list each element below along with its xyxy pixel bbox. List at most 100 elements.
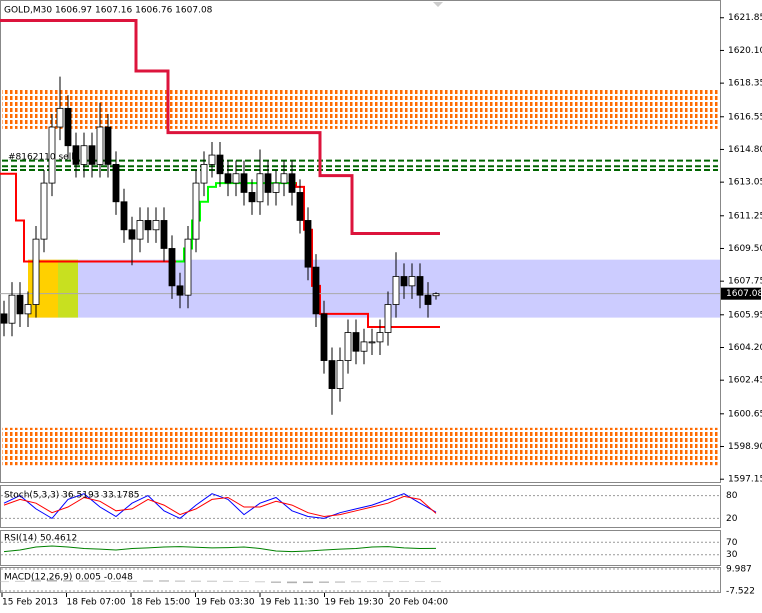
- box-highlight: [58, 259, 78, 318]
- candle-body: [296, 192, 304, 221]
- macd-bar: [15, 580, 25, 582]
- macd-bar: [95, 580, 105, 582]
- candle-body: [232, 173, 240, 184]
- x-tick-label: 19 Feb 19:30: [325, 598, 384, 608]
- candle-body: [96, 126, 104, 165]
- x-tick-label: 19 Feb 11:30: [260, 598, 319, 608]
- y-tick-label: -7.522: [726, 587, 755, 597]
- macd-title: MACD(12,26,9) 0.005 -0.048: [4, 573, 133, 583]
- y-tick-label: 1602.45: [728, 376, 762, 386]
- y-tick-label: 1604.20: [728, 343, 762, 353]
- y-tick-label: 1605.95: [728, 310, 762, 320]
- candle-body: [304, 220, 312, 268]
- upper-trail: [0, 19, 440, 236]
- macd-bar: [367, 581, 377, 583]
- y-tick-label: 1597.15: [728, 475, 762, 485]
- order-annotation: #8162110 sell: [8, 153, 74, 163]
- macd-bar: [255, 581, 265, 583]
- candle-body: [32, 238, 40, 305]
- candle-body: [16, 294, 24, 315]
- range-box: [28, 259, 720, 318]
- y-tick-label: 30: [726, 550, 738, 560]
- candle-body: [376, 332, 384, 343]
- macd-bar: [175, 580, 185, 582]
- candle-body: [288, 173, 296, 193]
- candle-body: [336, 360, 344, 389]
- candle-body: [432, 293, 440, 297]
- macd-bar: [0, 581, 9, 583]
- candle-body: [392, 276, 400, 305]
- macd-bar: [191, 580, 201, 582]
- candle-body: [384, 304, 392, 333]
- macd-bar: [143, 580, 153, 582]
- candle-body: [328, 360, 336, 389]
- x-tick-label: 19 Feb 03:30: [196, 598, 255, 608]
- stoch-signal: [3, 495, 437, 518]
- rsi-title: RSI(14) 50.4612: [4, 534, 77, 544]
- candle-body: [0, 313, 8, 324]
- macd-frame: [0, 567, 721, 593]
- candle-body: [248, 192, 256, 203]
- y-tick-label: 1621.85: [728, 13, 762, 23]
- rsi-line: [3, 545, 437, 553]
- candle-body: [200, 164, 208, 184]
- candle-body: [88, 145, 96, 165]
- candle-body: [40, 182, 48, 240]
- x-tick-label: 20 Feb 04:00: [389, 598, 448, 608]
- y-tick-label: 9.987: [726, 565, 752, 575]
- candle-body: [208, 154, 216, 165]
- y-tick-label: 1616.55: [728, 112, 762, 122]
- macd-bar: [111, 581, 121, 582]
- box-highlight: [28, 259, 58, 318]
- candle-body: [8, 294, 16, 324]
- y-tick-label: 20: [726, 514, 738, 524]
- y-tick-label: 1613.05: [728, 178, 762, 188]
- candle-body: [120, 201, 128, 231]
- candle-body: [368, 341, 376, 344]
- x-tick-label: 18 Feb 07:00: [67, 598, 126, 608]
- y-tick-label: 1614.80: [728, 145, 762, 155]
- candle-body: [144, 220, 152, 231]
- macd-bar: [351, 581, 361, 583]
- macd-bar: [63, 580, 73, 582]
- y-tick-label: 1607.75: [728, 277, 762, 287]
- stoch-frame: [0, 485, 721, 528]
- candle-body: [24, 304, 32, 315]
- macd-bar: [223, 580, 233, 582]
- candle-body: [136, 220, 144, 240]
- macd-bar: [303, 581, 313, 584]
- candle-body: [280, 173, 288, 184]
- macd-bar: [383, 581, 393, 583]
- candle-body: [112, 164, 120, 203]
- candle-body: [224, 173, 232, 184]
- y-tick-label: 70: [726, 538, 738, 548]
- y-tick-label: 1600.65: [728, 409, 762, 419]
- y-tick-label: 80: [726, 491, 738, 501]
- x-tick-label: 15 Feb 2013: [2, 598, 58, 608]
- candle-body: [48, 126, 56, 184]
- candle-body: [216, 154, 224, 175]
- stoch-title: Stoch(5,3,3) 36.5193 33.1785: [4, 491, 139, 501]
- candle-body: [424, 294, 432, 305]
- y-tick-label: 1598.90: [728, 442, 762, 452]
- macd-bar: [79, 580, 89, 582]
- candle-body: [320, 313, 328, 361]
- macd-bar: [127, 580, 137, 582]
- candle-body: [152, 220, 160, 231]
- candle-body: [272, 182, 280, 193]
- candle-body: [312, 266, 320, 315]
- candle-body: [192, 182, 200, 240]
- candle-body: [168, 248, 176, 287]
- candle-body: [64, 107, 72, 147]
- candle-body: [160, 220, 168, 249]
- candle-body: [176, 285, 184, 296]
- macd-bar: [399, 581, 409, 582]
- macd-bar: [431, 581, 441, 583]
- candle-body: [416, 276, 424, 296]
- lower-trail: [0, 172, 440, 328]
- candle-body: [128, 229, 136, 240]
- candle-body: [104, 126, 112, 165]
- candle-body: [264, 173, 272, 193]
- candle-body: [344, 332, 352, 361]
